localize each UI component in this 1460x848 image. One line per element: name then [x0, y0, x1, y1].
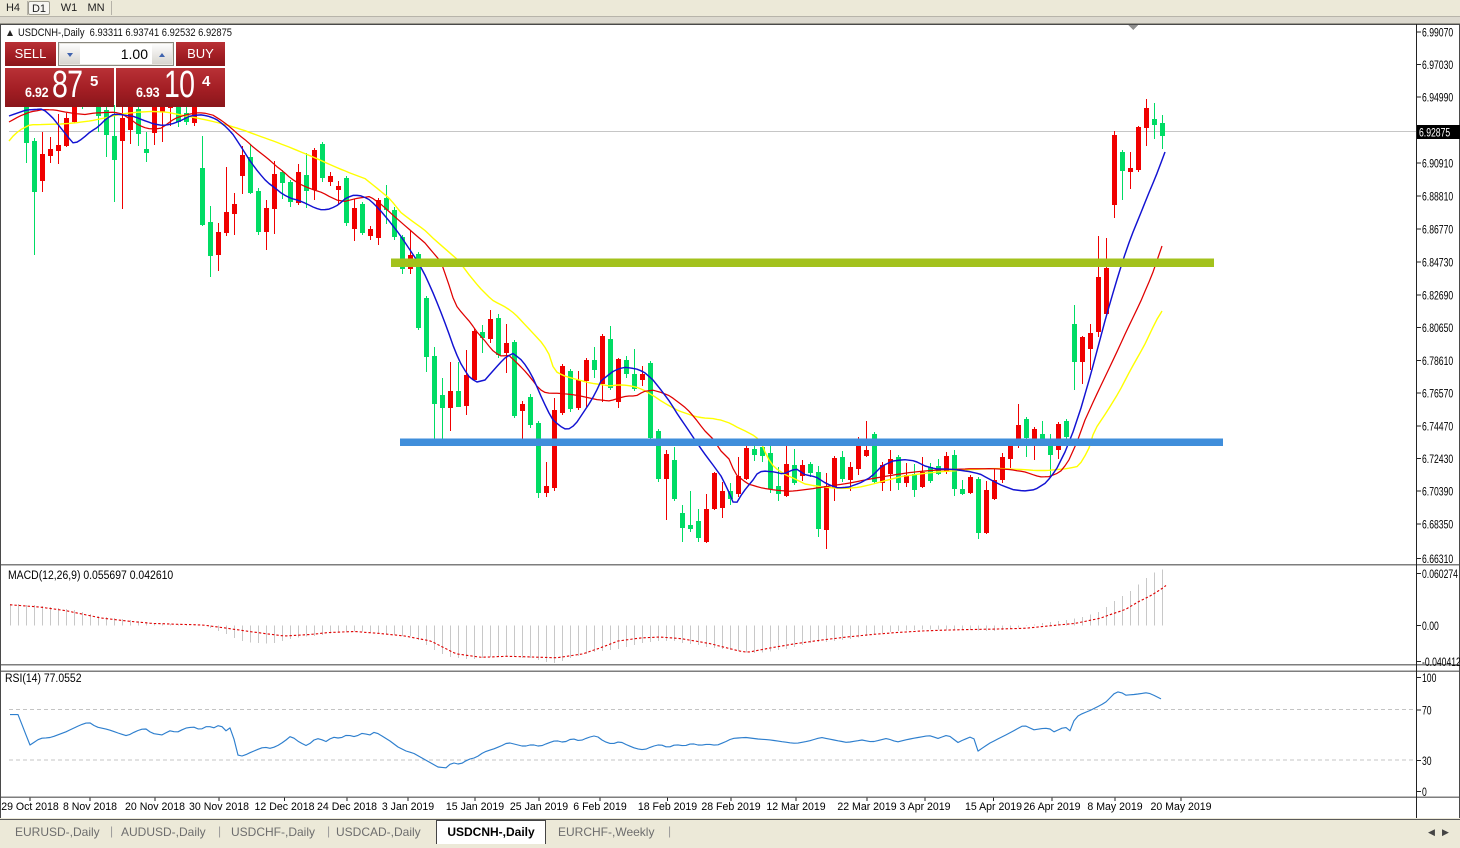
- svg-text:6.78610: 6.78610: [1422, 356, 1453, 369]
- svg-text:15 Jan 2019: 15 Jan 2019: [446, 801, 504, 813]
- svg-text:6.84730: 6.84730: [1422, 257, 1453, 270]
- svg-text:24 Dec 2018: 24 Dec 2018: [317, 801, 377, 813]
- svg-text:22 Mar 2019: 22 Mar 2019: [837, 801, 896, 813]
- svg-text:3 Jan 2019: 3 Jan 2019: [382, 801, 434, 813]
- svg-text:12 Mar 2019: 12 Mar 2019: [766, 801, 825, 813]
- svg-text:0.00: 0.00: [1422, 621, 1439, 634]
- svg-text:15 Apr 2019: 15 Apr 2019: [965, 801, 1022, 813]
- svg-text:6.97030: 6.97030: [1422, 60, 1453, 73]
- svg-text:MACD(12,26,9) 0.055697 0.04261: MACD(12,26,9) 0.055697 0.042610: [8, 569, 173, 582]
- svg-text:30 Nov 2018: 30 Nov 2018: [189, 801, 249, 813]
- svg-text:18 Feb 2019: 18 Feb 2019: [638, 801, 697, 813]
- svg-text:6.80650: 6.80650: [1422, 323, 1453, 336]
- svg-text:-0.040412: -0.040412: [1422, 657, 1460, 670]
- svg-text:29 Oct 2018: 29 Oct 2018: [1, 801, 59, 813]
- svg-text:6 Feb 2019: 6 Feb 2019: [573, 801, 626, 813]
- svg-text:8 Nov 2018: 8 Nov 2018: [63, 801, 117, 813]
- svg-text:20 Nov 2018: 20 Nov 2018: [125, 801, 185, 813]
- svg-text:6.70390: 6.70390: [1422, 486, 1453, 499]
- svg-text:6.99070: 6.99070: [1422, 27, 1453, 40]
- svg-text:25 Jan 2019: 25 Jan 2019: [510, 801, 568, 813]
- svg-text:26 Apr 2019: 26 Apr 2019: [1024, 801, 1081, 813]
- svg-text:28 Feb 2019: 28 Feb 2019: [701, 801, 760, 813]
- svg-text:30: 30: [1422, 756, 1432, 769]
- svg-text:12 Dec 2018: 12 Dec 2018: [255, 801, 315, 813]
- svg-text:6.94990: 6.94990: [1422, 92, 1453, 105]
- svg-text:20 May 2019: 20 May 2019: [1150, 801, 1211, 813]
- svg-text:6.76570: 6.76570: [1422, 388, 1453, 401]
- svg-text:6.92875: 6.92875: [1419, 127, 1450, 140]
- svg-text:6.72430: 6.72430: [1422, 454, 1453, 467]
- svg-text:6.66310: 6.66310: [1422, 554, 1453, 567]
- svg-text:6.86770: 6.86770: [1422, 224, 1453, 237]
- svg-text:0.060274: 0.060274: [1422, 569, 1458, 582]
- svg-text:6.68350: 6.68350: [1422, 519, 1453, 532]
- svg-text:6.82690: 6.82690: [1422, 290, 1453, 303]
- svg-text:8 May 2019: 8 May 2019: [1087, 801, 1142, 813]
- svg-text:6.74470: 6.74470: [1422, 421, 1453, 434]
- svg-text:0: 0: [1422, 787, 1427, 800]
- svg-text:6.90910: 6.90910: [1422, 158, 1453, 171]
- svg-text:RSI(14) 77.0552: RSI(14) 77.0552: [5, 672, 82, 685]
- svg-text:6.88810: 6.88810: [1422, 191, 1453, 204]
- svg-text:3 Apr 2019: 3 Apr 2019: [899, 801, 950, 813]
- svg-text:100: 100: [1422, 673, 1437, 686]
- svg-text:70: 70: [1422, 705, 1432, 718]
